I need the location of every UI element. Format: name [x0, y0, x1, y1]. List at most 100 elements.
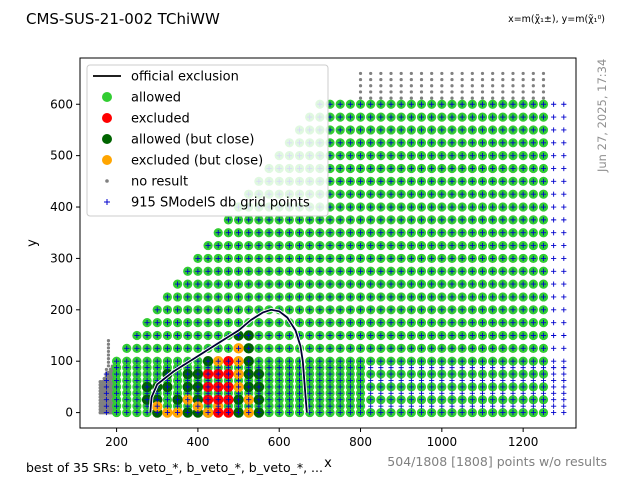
- grid-point: [439, 242, 445, 249]
- grid-point: [429, 365, 435, 371]
- grid-point: [327, 332, 333, 339]
- grid-point: [307, 358, 313, 364]
- grid-point: [337, 127, 343, 133]
- grid-point: [459, 345, 465, 351]
- grid-point: [530, 320, 536, 326]
- grid-point: [490, 127, 496, 133]
- grid-point: [520, 255, 526, 262]
- grid-point: [337, 307, 343, 313]
- grid-point: [174, 294, 181, 300]
- grid-point: [561, 101, 567, 107]
- grid-point: [561, 204, 567, 210]
- grid-point: [561, 403, 567, 409]
- grid-point: [530, 409, 536, 416]
- grid-point: [296, 390, 303, 396]
- grid-point: [388, 114, 394, 120]
- grid-point: [357, 230, 364, 236]
- no-result-point: [409, 84, 413, 88]
- no-result-point: [521, 77, 525, 82]
- grid-point: [286, 390, 292, 396]
- grid-point: [429, 140, 435, 146]
- grid-point: [388, 191, 394, 197]
- grid-point: [500, 384, 506, 390]
- grid-point: [368, 230, 374, 236]
- grid-point: [540, 281, 547, 287]
- grid-point: [286, 268, 292, 274]
- grid-point: [124, 409, 130, 416]
- grid-point: [317, 409, 323, 416]
- grid-point: [134, 358, 140, 364]
- x-tick-label: 1000: [427, 435, 458, 449]
- grid-point: [144, 397, 150, 403]
- grid-point: [307, 217, 313, 223]
- grid-point: [500, 358, 506, 364]
- grid-point: [378, 101, 384, 107]
- grid-point: [164, 384, 171, 390]
- grid-point: [286, 307, 292, 313]
- grid-point: [408, 268, 414, 274]
- grid-point: [449, 191, 455, 197]
- grid-point: [469, 255, 475, 262]
- grid-point: [286, 242, 292, 249]
- grid-point: [551, 307, 557, 313]
- grid-point: [225, 409, 231, 416]
- y-tick-label: 300: [50, 251, 73, 265]
- grid-point: [449, 397, 455, 403]
- grid-point: [205, 377, 211, 384]
- grid-point: [490, 358, 496, 364]
- no-result-point: [501, 96, 505, 100]
- grid-point: [185, 390, 191, 396]
- grid-point: [225, 345, 231, 351]
- y-axis-label: y: [25, 239, 40, 247]
- grid-point: [327, 242, 333, 249]
- grid-point: [540, 178, 547, 184]
- grid-point: [388, 384, 394, 390]
- grid-point: [378, 153, 384, 159]
- grid-point: [357, 409, 364, 416]
- grid-point: [185, 371, 191, 377]
- grid-point: [530, 127, 536, 133]
- no-result-point: [511, 71, 515, 76]
- grid-point: [551, 178, 557, 184]
- grid-point: [225, 281, 231, 287]
- grid-point: [500, 403, 506, 409]
- legend-dot-marker: [102, 134, 112, 144]
- grid-point: [357, 268, 364, 274]
- grid-point: [357, 397, 364, 403]
- grid-point: [378, 307, 384, 313]
- grid-point: [357, 294, 364, 300]
- grid-point: [479, 365, 486, 371]
- grid-point: [103, 397, 110, 403]
- grid-point: [205, 384, 211, 390]
- grid-point: [540, 255, 547, 262]
- grid-point: [347, 268, 353, 274]
- grid-point: [266, 242, 272, 249]
- grid-point: [276, 377, 282, 384]
- grid-point: [256, 409, 262, 416]
- grid-point: [266, 377, 272, 384]
- grid-point: [103, 403, 110, 409]
- grid-point: [439, 371, 445, 377]
- grid-point: [368, 390, 374, 396]
- grid-point: [347, 165, 353, 172]
- no-result-point: [399, 96, 403, 100]
- grid-point: [459, 294, 465, 300]
- grid-point: [429, 358, 435, 364]
- y-tick-label: 500: [50, 149, 73, 163]
- grid-point: [307, 281, 313, 287]
- grid-point: [490, 191, 496, 197]
- grid-point: [205, 397, 211, 403]
- grid-point: [449, 390, 455, 396]
- no-result-point: [369, 84, 373, 88]
- grid-point: [357, 204, 364, 210]
- no-result-point: [409, 77, 413, 82]
- grid-point: [398, 242, 404, 249]
- grid-point: [286, 397, 292, 403]
- grid-point: [479, 332, 486, 339]
- grid-point: [215, 403, 221, 409]
- grid-point: [286, 365, 292, 371]
- grid-point: [378, 409, 384, 416]
- grid-point: [246, 307, 252, 313]
- grid-point: [317, 320, 323, 326]
- grid-point: [235, 365, 242, 371]
